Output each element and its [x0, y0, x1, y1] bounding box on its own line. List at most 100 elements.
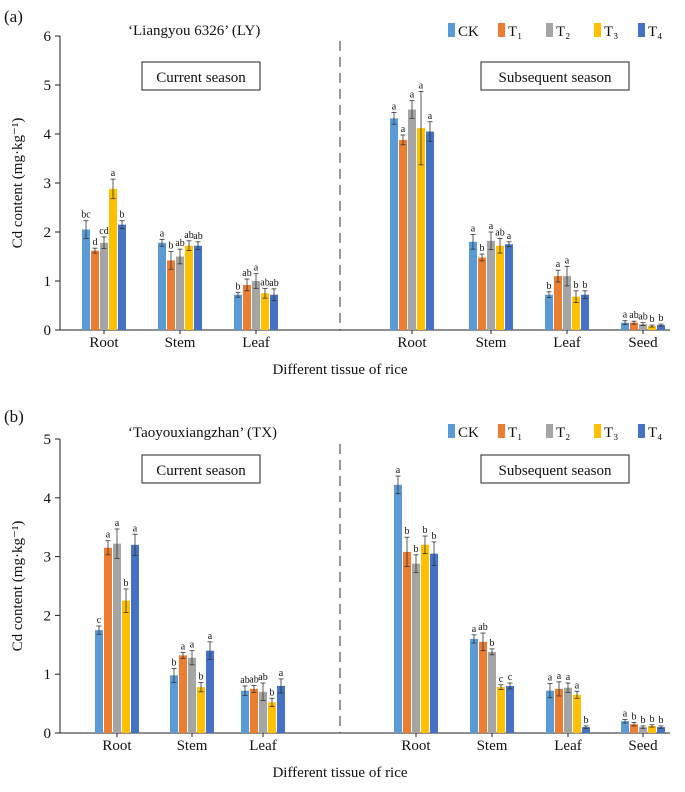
bar-root-ck	[82, 229, 90, 330]
significance-letter: ab	[175, 238, 184, 249]
significance-letter: a	[208, 631, 213, 642]
legend-swatch-t4	[638, 23, 645, 37]
bar-stem-ck	[470, 638, 478, 733]
bar-leaf-ck	[241, 690, 249, 733]
significance-letter: a	[115, 518, 120, 529]
season-box	[480, 61, 630, 91]
bar-stem-t3	[197, 687, 205, 733]
legend-swatch-ck	[448, 23, 455, 37]
legend-swatch-t2	[546, 424, 553, 438]
significance-letter: a	[507, 231, 512, 242]
significance-letter: b	[659, 313, 664, 324]
y-tick-label: 1	[44, 274, 52, 290]
bar-leaf-t1	[250, 688, 258, 733]
chart-title: ‘Liangyou 6326’ (LY)	[128, 23, 260, 39]
bar-seed-t3	[648, 326, 656, 330]
y-tick-label: 6	[44, 29, 52, 45]
y-tick-label: 1	[44, 667, 52, 683]
bar-stem-t3	[496, 245, 504, 330]
bar-seed-ck	[621, 322, 629, 330]
significance-letter: ab	[184, 230, 193, 241]
x-axis-label: Different tissue of rice	[272, 362, 407, 378]
x-category-label: Seed	[628, 738, 658, 754]
significance-letter: a	[419, 80, 424, 91]
significance-letter: b	[650, 314, 655, 325]
significance-letter: ab	[240, 675, 249, 686]
bar-root-t1	[403, 551, 411, 733]
y-tick-label: 2	[44, 225, 52, 241]
significance-letter: c	[97, 615, 102, 626]
bar-stem-t2	[176, 256, 184, 330]
significance-letter: b	[432, 531, 437, 542]
significance-letter: b	[172, 657, 177, 668]
bar-leaf-t4	[277, 685, 285, 733]
significance-letter: a	[623, 310, 628, 321]
significance-letter: b	[423, 525, 428, 536]
season-box	[480, 454, 630, 484]
bar-root-t3	[417, 128, 425, 330]
bar-leaf-ck	[545, 294, 553, 330]
bar-stem-t2	[488, 651, 496, 733]
y-tick-label: 5	[44, 78, 52, 94]
significance-letter: a	[575, 680, 580, 691]
significance-letter: a	[254, 263, 259, 274]
bar-root-t1	[104, 547, 112, 733]
legend-label-t1: T₁	[508, 24, 522, 40]
significance-letter: a	[489, 221, 494, 232]
significance-letter: b	[650, 714, 655, 725]
x-category-label: Root	[89, 335, 119, 351]
bar-root-t2	[412, 563, 420, 733]
significance-letter: b	[632, 711, 637, 722]
y-tick-label: 3	[44, 176, 52, 192]
significance-letter: a	[548, 673, 553, 684]
significance-letter: a	[133, 523, 138, 534]
significance-letter: a	[392, 101, 397, 112]
significance-letter: ab	[495, 227, 504, 238]
legend-label-ck: CK	[458, 24, 479, 40]
significance-letter: b	[583, 280, 588, 291]
season-label: Subsequent season	[499, 70, 612, 86]
significance-letter: ab	[638, 312, 647, 323]
bar-seed-t4	[657, 325, 665, 330]
legend-swatch-t2	[546, 23, 553, 37]
significance-letter: b	[547, 281, 552, 292]
significance-letter: a	[428, 111, 433, 122]
bar-seed-t1	[630, 322, 638, 330]
bar-root-t4	[430, 553, 438, 733]
significance-letter: a	[471, 223, 476, 234]
legend-swatch-t3	[594, 23, 601, 37]
bar-root-t1	[91, 250, 99, 330]
y-axis-label: Cd content (mg·kg⁻¹)	[10, 118, 26, 249]
significance-letter: a	[557, 671, 562, 682]
x-category-label: Seed	[628, 335, 658, 351]
bar-root-t3	[421, 544, 429, 733]
bar-stem-t3	[185, 245, 193, 330]
bar-leaf-t4	[582, 727, 590, 733]
y-tick-label: 0	[44, 323, 52, 339]
bar-leaf-t2	[252, 281, 260, 330]
season-box	[141, 61, 261, 91]
significance-letter: ab	[242, 268, 251, 279]
x-category-label: Leaf	[242, 335, 269, 351]
legend-label-ck: CK	[458, 425, 479, 441]
y-axis-label: Cd content (mg·kg⁻¹)	[10, 521, 26, 652]
significance-letter: ab	[260, 277, 269, 288]
legend-label-t4: T₄	[648, 425, 662, 441]
significance-letter: ab	[269, 278, 278, 289]
bar-root-t2	[408, 109, 416, 330]
significance-letter: b	[574, 280, 579, 291]
bar-root-t1	[399, 139, 407, 330]
bar-root-ck	[390, 118, 398, 330]
bar-leaf-t1	[555, 688, 563, 733]
bar-seed-t2	[639, 324, 647, 330]
bar-stem-t1	[179, 655, 187, 733]
significance-letter: a	[111, 168, 116, 179]
bar-leaf-t2	[564, 687, 572, 733]
bar-root-t2	[113, 543, 121, 733]
legend-label-t2: T₂	[556, 425, 570, 441]
bar-stem-t1	[167, 260, 175, 330]
bar-stem-t4	[206, 650, 214, 733]
legend-swatch-t4	[638, 424, 645, 438]
